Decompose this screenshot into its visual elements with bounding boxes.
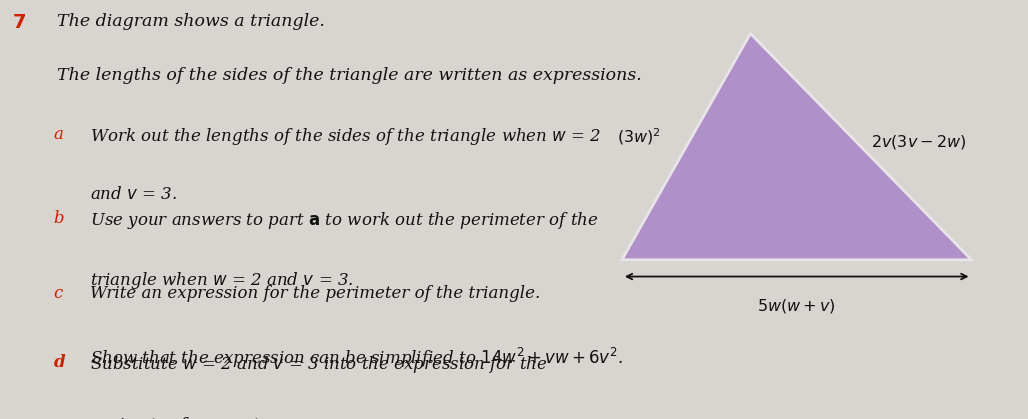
Text: Work out the lengths of the sides of the triangle when $w$ = 2: Work out the lengths of the sides of the… [90,126,602,147]
Text: 7: 7 [12,13,26,31]
Text: $5w(w+v)$: $5w(w+v)$ [758,297,836,315]
Text: b: b [53,210,64,227]
Polygon shape [622,34,971,260]
Text: Use your answers to part $\mathbf{a}$ to work out the perimeter of the: Use your answers to part $\mathbf{a}$ to… [90,210,599,230]
Text: The diagram shows a triangle.: The diagram shows a triangle. [57,13,325,30]
Text: and $v$ = 3.: and $v$ = 3. [90,186,178,204]
Text: $2v(3v-2w)$: $2v(3v-2w)$ [871,134,966,151]
Text: d: d [53,354,65,371]
Text: $(3w)^2$: $(3w)^2$ [617,126,661,147]
Text: Substitute $w$ = 2 and $v$ = 3 into the expression for the: Substitute $w$ = 2 and $v$ = 3 into the … [90,354,548,375]
Text: perimeter from part $\mathbf{c}$.: perimeter from part $\mathbf{c}$. [90,415,281,419]
Text: c: c [53,285,63,302]
Text: Write an expression for the perimeter of the triangle.: Write an expression for the perimeter of… [90,285,541,302]
Text: triangle when $w$ = 2 and $v$ = 3.: triangle when $w$ = 2 and $v$ = 3. [90,270,354,291]
Text: The lengths of the sides of the triangle are written as expressions.: The lengths of the sides of the triangle… [57,67,641,84]
Text: a: a [53,126,64,143]
Text: Show that the expression can be simplified to $14w^2 + vw + 6v^2$.: Show that the expression can be simplifi… [90,346,624,370]
